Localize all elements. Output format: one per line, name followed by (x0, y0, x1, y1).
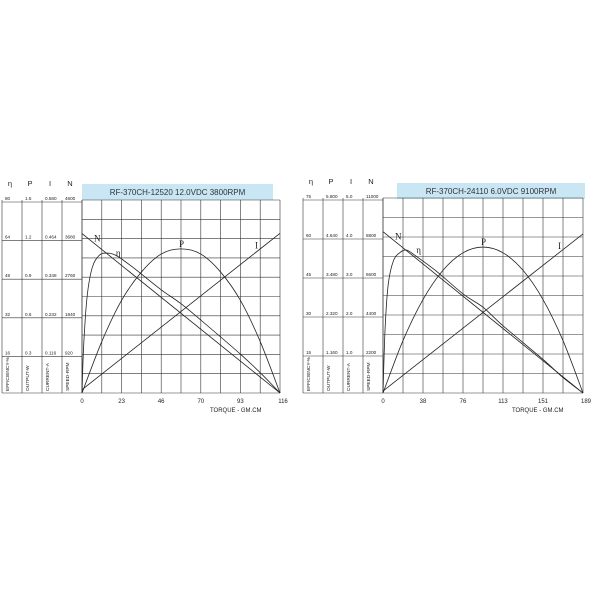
curve-label: P (179, 239, 184, 249)
axis-value: 8800 (366, 233, 377, 238)
curve-label: I (255, 240, 258, 250)
axis-table (1, 200, 83, 394)
chart-1: RF-370CH-12520 12.0VDC 3800RPM η P I N 80 1.5 0… (1, 179, 288, 414)
axis-value: 5.800 (326, 194, 338, 199)
series-curve-p (382, 246, 584, 394)
x-tick-label: 46 (158, 399, 165, 405)
axis-value: 4400 (366, 311, 377, 316)
axis-value: 2.0 (346, 311, 353, 316)
axis-value: 1.160 (326, 350, 338, 355)
axis-table (302, 198, 384, 394)
series-curve-n (81, 233, 281, 394)
curve-label: N (94, 234, 101, 244)
x-axis-label: TORQUE - GM.CM (512, 408, 564, 414)
x-tick-label: 0 (80, 399, 84, 405)
axis-value: 2.320 (326, 311, 338, 316)
axis-value: 64 (5, 235, 11, 240)
x-tick-label: 0 (381, 399, 385, 405)
axis-name: EFFICIENCY-% (306, 356, 312, 391)
axis-value: 4.0 (346, 233, 353, 238)
axis-value: 32 (5, 312, 11, 317)
x-axis-label: TORQUE - GM.CM (210, 408, 262, 414)
curve-label: η (416, 245, 421, 255)
axis-value: 45 (306, 272, 312, 277)
x-tick-label: 70 (197, 399, 204, 405)
axis-header: N (67, 179, 72, 188)
chart-title: RF-370CH-12520 12.0VDC 3800RPM (110, 188, 246, 197)
axis-value: 0.580 (45, 196, 57, 201)
series-curve-eta (81, 252, 281, 394)
axis-name: OUTPUT-W (326, 365, 332, 391)
title-box (82, 184, 273, 200)
x-tick-label: 113 (498, 399, 508, 405)
axis-value: 3680 (65, 235, 76, 240)
axis-value: 15 (306, 350, 312, 355)
axis-value: 1.0 (346, 350, 353, 355)
curve-label: η (116, 248, 121, 258)
grid (382, 197, 584, 394)
curve-label: I (558, 241, 561, 251)
x-tick-label: 38 (420, 399, 427, 405)
axis-value: 0.232 (45, 312, 57, 317)
axis-name: CURRENT-A (45, 362, 51, 391)
axis-name: SPEED-RPM (65, 362, 71, 391)
axis-value: 0.9 (25, 273, 32, 278)
axis-value: 920 (65, 350, 73, 355)
axis-value: 16 (5, 350, 11, 355)
chart-2: RF-370CH-24110 6.0VDC 9100RPM η P I N 75 5.800… (302, 177, 592, 414)
x-tick-label: 76 (460, 399, 467, 405)
axis-value: 5.0 (346, 194, 353, 199)
x-tick-label: 93 (237, 399, 244, 405)
axis-value: 0.464 (45, 235, 57, 240)
axis-header: P (27, 179, 32, 188)
title-box (397, 183, 585, 199)
series-curve-i (81, 232, 281, 390)
axis-value: 30 (306, 311, 312, 316)
axis-value: 6600 (366, 272, 377, 277)
axis-value: 11000 (366, 194, 379, 199)
axis-value: 60 (306, 233, 312, 238)
series-curve-eta (382, 249, 584, 394)
axis-value: 2200 (366, 350, 377, 355)
axis-value: 0.3 (25, 350, 32, 355)
axis-value: 4600 (65, 196, 76, 201)
chart-title: RF-370CH-24110 6.0VDC 9100RPM (426, 187, 557, 196)
axis-header: η (309, 177, 313, 186)
axis-value: 1.2 (25, 235, 32, 240)
axis-name: OUTPUT-W (25, 365, 31, 391)
axis-value: 3.0 (346, 272, 353, 277)
curve-label: N (395, 232, 402, 242)
series-curve-i (382, 233, 584, 392)
axis-value: 1.5 (25, 196, 32, 201)
curve-label: P (481, 237, 486, 247)
axis-header: P (328, 177, 333, 186)
axis-value: 80 (5, 196, 11, 201)
axis-name: EFFICIENCY-% (5, 356, 11, 391)
axis-value: 75 (306, 194, 312, 199)
x-tick-label: 189 (581, 399, 592, 405)
axis-value: 48 (5, 273, 11, 278)
x-tick-label: 23 (118, 399, 125, 405)
x-tick-label: 116 (278, 399, 288, 405)
axis-name: CURRENT-A (346, 362, 352, 391)
grid (81, 199, 281, 394)
axis-header: N (368, 177, 373, 186)
axis-name: SPEED-RPM (366, 362, 372, 391)
series-curve-p (81, 248, 281, 394)
axis-value: 3.480 (326, 272, 338, 277)
axis-value: 0.6 (25, 312, 32, 317)
axis-value: 1840 (65, 312, 76, 317)
axis-header: I (49, 179, 51, 188)
axis-value: 2760 (65, 273, 76, 278)
axis-header: η (8, 179, 12, 188)
axis-value: 0.116 (45, 350, 57, 355)
axis-header: I (350, 177, 352, 186)
axis-value: 0.348 (45, 273, 57, 278)
axis-value: 4.640 (326, 233, 338, 238)
x-tick-label: 151 (538, 399, 549, 405)
